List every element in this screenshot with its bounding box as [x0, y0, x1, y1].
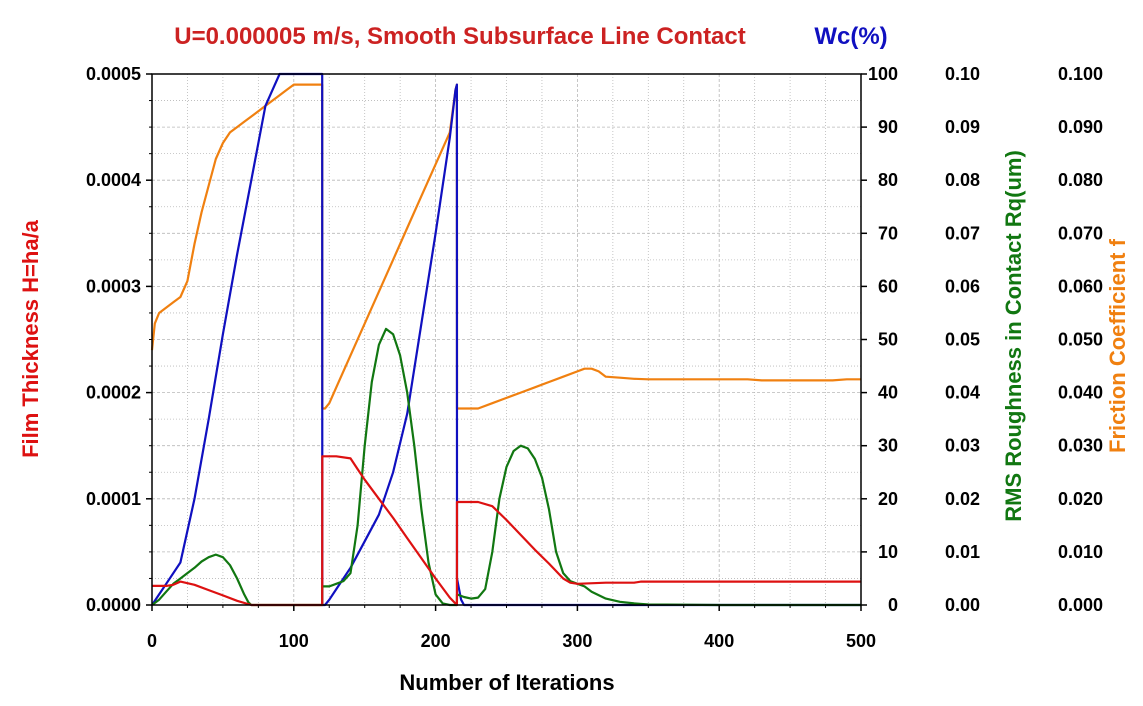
x-tick-label: 300 [562, 631, 592, 651]
f-tick-label: 0.030 [1058, 436, 1103, 456]
rq-tick-label: 0.01 [945, 542, 980, 562]
series-line-rq [151, 327, 861, 607]
f-tick-label: 0.050 [1058, 330, 1103, 350]
left-tick-label: 0.0001 [86, 489, 141, 509]
x-tick-label: 200 [421, 631, 451, 651]
left-tick-label: 0.0000 [86, 595, 141, 615]
left-tick-label: 0.0003 [86, 276, 141, 296]
f-tick-label: 0.010 [1058, 542, 1103, 562]
wc-tick-label: 30 [878, 436, 898, 456]
wc-tick-label: 90 [878, 117, 898, 137]
grid [152, 74, 861, 605]
f-tick-label: 0.090 [1058, 117, 1103, 137]
f-tick-label: 0.040 [1058, 383, 1103, 403]
f-tick-label: 0.060 [1058, 276, 1103, 296]
wc-tick-label: 80 [878, 170, 898, 190]
wc-tick-label: 10 [878, 542, 898, 562]
wc-tick-label: 60 [878, 276, 898, 296]
f-tick-label: 0.020 [1058, 489, 1103, 509]
rq-tick-label: 0.03 [945, 436, 980, 456]
x-tick-label: 400 [704, 631, 734, 651]
wc-tick-label: 50 [878, 330, 898, 350]
chart-title: U=0.000005 m/s, Smooth Subsurface Line C… [174, 23, 746, 50]
rq-tick-label: 0.05 [945, 330, 980, 350]
wc-tick-label: 70 [878, 223, 898, 243]
series-line-left [152, 455, 861, 607]
f-tick-label: 0.000 [1058, 595, 1103, 615]
rq-tick-label: 0.06 [945, 276, 980, 296]
chart-title-wc: Wc(%) [814, 23, 887, 50]
f-axis-label: Friction Coefficient f [1105, 238, 1130, 453]
rq-tick-label: 0.04 [945, 383, 980, 403]
left-tick-label: 0.0002 [86, 383, 141, 403]
wc-tick-label: 20 [878, 489, 898, 509]
x-axis-label: Number of Iterations [399, 670, 614, 695]
left-tick-label: 0.0005 [86, 64, 141, 84]
wc-tick-label: 0 [888, 595, 898, 615]
rq-axis-label: RMS Roughness in Contact Rq(um) [1001, 150, 1026, 522]
wc-tick-label: 40 [878, 383, 898, 403]
f-tick-label: 0.080 [1058, 170, 1103, 190]
wc-tick-label: 100 [868, 64, 898, 84]
left-tick-label: 0.0004 [86, 170, 141, 190]
f-tick-label: 0.100 [1058, 64, 1103, 84]
rq-tick-label: 0.02 [945, 489, 980, 509]
series-line-f [150, 83, 861, 410]
f-tick-label: 0.070 [1058, 223, 1103, 243]
left-axis-label: Film Thickness H=ha/a [18, 219, 43, 458]
series-group [150, 72, 861, 607]
rq-tick-label: 0.10 [945, 64, 980, 84]
rq-tick-label: 0.00 [945, 595, 980, 615]
x-tick-label: 100 [279, 631, 309, 651]
axes: 0 100 200 300 400 5000.00000.00010.00020.0003… [86, 64, 1103, 651]
rq-tick-label: 0.07 [945, 223, 980, 243]
rq-tick-label: 0.08 [945, 170, 980, 190]
rq-tick-label: 0.09 [945, 117, 980, 137]
x-tick-label: 500 [846, 631, 876, 651]
x-tick-label: 0 [147, 631, 157, 651]
